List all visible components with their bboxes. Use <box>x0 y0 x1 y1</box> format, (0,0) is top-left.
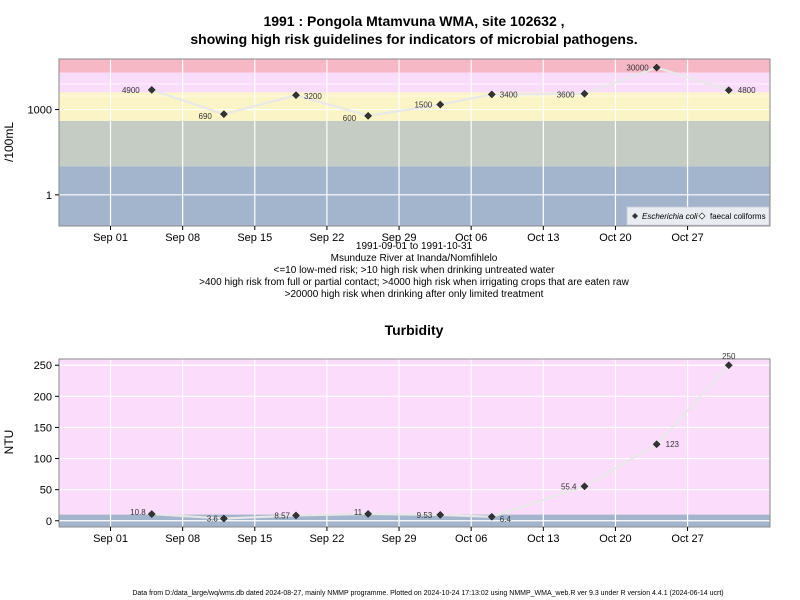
data-point <box>487 90 496 99</box>
plot-frame <box>58 358 771 528</box>
chart1-subtitle: showing high risk guidelines for indicat… <box>190 31 637 47</box>
data-point <box>364 509 373 518</box>
data-point <box>219 514 228 523</box>
x-tick-label: Oct 13 <box>527 232 559 244</box>
y-tick-label: 50 <box>40 485 52 497</box>
chart2-ylabel: NTU <box>2 430 16 455</box>
data-point <box>580 89 589 98</box>
legend-marker-ecoli <box>632 213 638 219</box>
data-label: 690 <box>199 112 213 121</box>
chart1-xlabel-line: Msunduze River at Inanda/Nomfihlelo <box>331 253 498 264</box>
data-point <box>724 86 733 95</box>
x-tick-label: Sep 15 <box>237 533 272 545</box>
data-label: 250 <box>722 352 736 361</box>
data-label: 600 <box>343 114 357 123</box>
y-tick-label: 0 <box>46 516 52 528</box>
data-label: 8.57 <box>274 511 290 520</box>
chart1-title: 1991 : Pongola Mtamvuna WMA, site 102632… <box>263 13 564 29</box>
x-tick-label: Sep 01 <box>93 232 128 244</box>
x-tick-label: Sep 22 <box>309 533 344 545</box>
legend-box <box>626 206 770 226</box>
data-point <box>292 511 300 520</box>
legend-marker-faecal <box>698 212 706 220</box>
x-tick-label: Oct 20 <box>599 533 631 545</box>
x-tick-label: Oct 13 <box>527 533 559 545</box>
x-tick-label: Oct 06 <box>455 232 487 244</box>
x-tick-label: Sep 15 <box>237 232 272 244</box>
chart1-xlabel-line: >400 high risk from full or partial cont… <box>199 277 629 288</box>
risk-band <box>59 359 770 515</box>
data-label: 6.4 <box>500 515 512 524</box>
x-tick-label: Oct 06 <box>455 533 487 545</box>
x-tick-label: Oct 27 <box>671 232 703 244</box>
chart1-xlabel-line: >20000 high risk when drinking after onl… <box>285 289 544 300</box>
data-label: 4800 <box>738 86 756 95</box>
chart1-xlabel-line: 1991-09-01 to 1991-10-31 <box>356 241 473 252</box>
data-label: 4900 <box>122 86 140 95</box>
data-label: 30000 <box>626 64 649 73</box>
y-tick-label: 1 <box>46 190 52 202</box>
x-tick-label: Sep 29 <box>382 232 417 244</box>
data-point <box>724 361 733 370</box>
data-point <box>652 63 661 72</box>
x-tick-label: Sep 08 <box>165 533 200 545</box>
data-point <box>147 85 156 94</box>
chart2-title: Turbidity <box>385 322 444 338</box>
data-point <box>652 440 661 449</box>
y-tick-label: 150 <box>34 422 52 434</box>
risk-band <box>59 59 770 73</box>
data-label: 11 <box>354 508 363 517</box>
data-label: 10.8 <box>130 508 146 517</box>
data-label: 123 <box>666 440 680 449</box>
x-tick-label: Oct 20 <box>599 232 631 244</box>
chart1-xlabel-lines: 1991-09-01 to 1991-10-31 Msunduze River … <box>199 241 629 300</box>
risk-band <box>59 120 770 167</box>
data-label: 3400 <box>500 90 518 99</box>
chart1-plot: Sep 01 Sep 08 Sep 15 Sep 22 Sep 29 Oct 06 Oct … <box>28 58 771 244</box>
data-point <box>487 512 496 521</box>
data-label: 3.6 <box>207 515 219 524</box>
data-point <box>436 510 445 519</box>
y-tick-label: 250 <box>34 360 52 372</box>
data-label: 3200 <box>304 92 322 101</box>
plot-frame <box>58 58 771 227</box>
data-label: 9.53 <box>417 511 433 520</box>
legend-label-faecal: faecal coliforms <box>710 212 766 221</box>
legend-label-ecoli: Escherichia coli <box>642 212 698 221</box>
data-label: 3600 <box>557 91 575 100</box>
y-tick-label: 1000 <box>28 105 52 117</box>
data-label: 55.4 <box>561 482 577 491</box>
data-point <box>436 100 445 109</box>
footer-note: Data from D:/data_large/wq/wms.db dated … <box>132 590 723 597</box>
data-point <box>292 91 300 100</box>
data-point <box>580 482 589 491</box>
risk-band <box>59 92 770 121</box>
x-tick-label: Sep 01 <box>93 533 128 545</box>
data-point <box>219 110 228 119</box>
risk-band <box>59 72 770 93</box>
x-tick-label: Sep 08 <box>165 232 200 244</box>
data-point <box>364 111 373 120</box>
data-point <box>147 510 156 519</box>
y-tick-label: 200 <box>34 391 52 403</box>
chart1-ylabel: /100mL <box>2 122 16 162</box>
chart1-xlabel-line: <=10 low-med risk; >10 high risk when dr… <box>274 265 556 276</box>
data-label: 1500 <box>414 101 432 110</box>
x-tick-label: Oct 27 <box>671 533 703 545</box>
x-tick-label: Sep 22 <box>309 232 344 244</box>
chart2-plot: Sep 01 Sep 08 Sep 15 Sep 22 Sep 29 Oct 06 Oct … <box>34 352 771 545</box>
y-tick-label: 100 <box>34 454 52 466</box>
x-tick-label: Sep 29 <box>382 533 417 545</box>
